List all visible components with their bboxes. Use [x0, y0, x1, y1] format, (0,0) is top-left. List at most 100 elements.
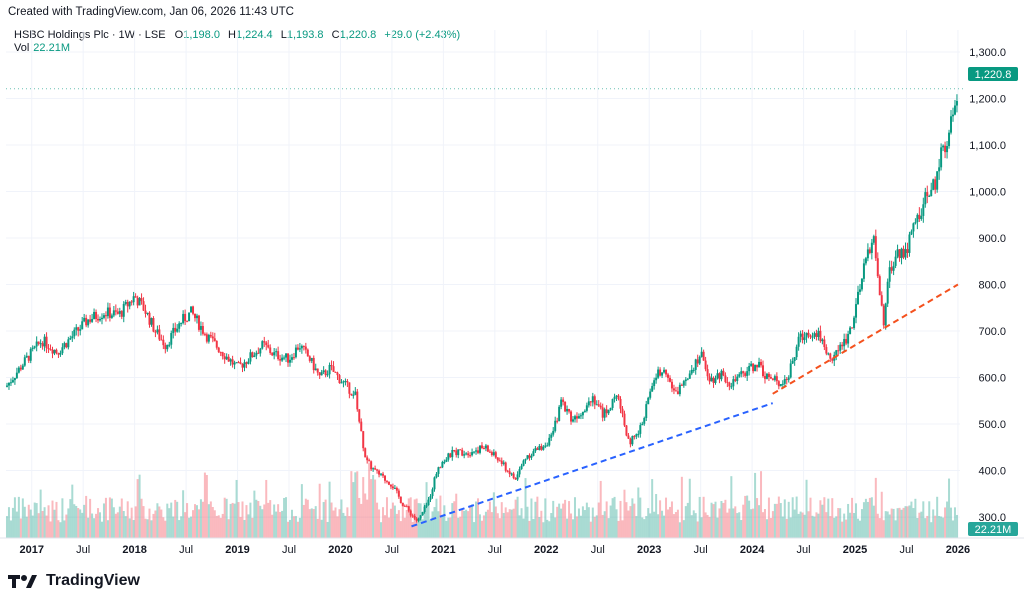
- candle-body: [712, 377, 715, 383]
- candle-body: [279, 359, 282, 361]
- candle-body: [435, 473, 438, 478]
- volume-bar: [896, 508, 899, 538]
- candle-body: [453, 450, 456, 452]
- candle-body: [144, 310, 147, 314]
- volume-bar: [637, 487, 640, 538]
- x-tick-label: 2023: [637, 544, 661, 556]
- candle-body: [665, 369, 668, 375]
- volume-bar: [172, 516, 175, 538]
- candle-body: [740, 371, 743, 375]
- candle-body: [692, 369, 695, 371]
- volume-bar: [702, 496, 705, 538]
- candle-body: [512, 473, 515, 479]
- volume-bar: [328, 481, 331, 538]
- price-axis[interactable]: 1,300.0 1,200.0 1,100.0 1,000.0 900.0 800.0 70…: [969, 47, 1006, 524]
- candle-body: [132, 296, 135, 303]
- volume-bar: [467, 511, 470, 538]
- volume-bar: [290, 509, 293, 538]
- volume-bar: [779, 503, 782, 538]
- volume-value: 22.21M: [33, 42, 70, 54]
- volume-bar: [928, 501, 931, 538]
- volume-bar: [247, 514, 250, 538]
- candle-body: [690, 369, 693, 374]
- volume-bar: [494, 506, 497, 538]
- candle-body: [292, 357, 295, 359]
- volume-bar: [955, 514, 958, 538]
- candle-body: [67, 339, 70, 348]
- candle-body: [164, 345, 167, 350]
- volume-bar: [207, 504, 210, 538]
- candle-body: [178, 323, 181, 329]
- volume-bar: [573, 497, 576, 538]
- volume-bar: [819, 500, 822, 538]
- volume-bar: [136, 479, 139, 538]
- candle-body: [823, 339, 826, 348]
- volume-bar: [251, 517, 254, 538]
- candle-body: [714, 378, 717, 383]
- volume-bar: [680, 476, 683, 538]
- volume-bar: [33, 502, 36, 538]
- volume-bar: [951, 520, 954, 538]
- candle-body: [779, 384, 782, 387]
- volume-bar: [708, 516, 711, 538]
- candle-body: [108, 307, 111, 318]
- candle-body: [316, 368, 319, 373]
- candle-body: [55, 349, 58, 353]
- volume-bar: [203, 472, 206, 538]
- candle-body: [243, 362, 246, 368]
- last-price-badge: [968, 67, 1018, 81]
- trendlines[interactable]: [6, 88, 966, 528]
- volume-bar: [419, 503, 422, 538]
- candle-body: [546, 445, 549, 447]
- x-tick-label: 2025: [843, 544, 867, 556]
- candle-body: [595, 404, 598, 406]
- x-tick-label: 2017: [19, 544, 43, 556]
- candle-body: [950, 116, 953, 133]
- candle-body: [544, 445, 547, 447]
- candle-body: [684, 379, 687, 382]
- volume-bar: [950, 507, 953, 538]
- volume-bar: [182, 490, 185, 538]
- tradingview-logo[interactable]: TradingView: [8, 572, 140, 590]
- volume-bar: [188, 517, 191, 538]
- volume-bar: [866, 501, 869, 538]
- candle-body: [449, 453, 452, 458]
- candle-body: [542, 446, 545, 450]
- candle-body: [581, 411, 584, 416]
- volume-bar: [554, 517, 557, 538]
- volume-bar: [465, 509, 468, 538]
- volume-bar: [546, 519, 549, 538]
- candle-body: [599, 405, 602, 408]
- volume-bar: [908, 505, 911, 538]
- candle-body: [700, 351, 703, 357]
- volume-bar: [326, 521, 329, 538]
- candle-body: [31, 347, 34, 349]
- candle-body: [65, 343, 68, 348]
- candle-body: [538, 446, 541, 450]
- candle-body: [285, 353, 288, 358]
- volume-bar: [603, 511, 606, 538]
- volume-bar: [676, 509, 679, 538]
- time-axis[interactable]: 2017 Jul 2018 Jul 2019 Jul 2020 Jul 2021 Jul 2022 J…: [0, 537, 1024, 556]
- candle-body: [730, 386, 733, 388]
- candle-body: [492, 452, 495, 456]
- volume-bar: [492, 492, 495, 538]
- volume-bar: [265, 479, 268, 538]
- candle-body: [938, 167, 941, 172]
- volume-bar: [114, 513, 117, 538]
- volume-bar: [455, 493, 458, 538]
- candle-body: [176, 328, 179, 332]
- volume-bar: [271, 514, 274, 538]
- volume-bar: [427, 505, 430, 538]
- volume-bar: [892, 508, 895, 538]
- candle-body: [79, 329, 82, 331]
- volume-bar: [332, 510, 335, 538]
- volume-bar: [688, 478, 691, 538]
- volume-bar: [900, 509, 903, 538]
- candle-body: [726, 381, 729, 383]
- volume-bar: [324, 499, 327, 538]
- volume-bar: [663, 515, 666, 538]
- candle-body: [672, 388, 675, 391]
- symbol-name[interactable]: HSBC Holdings Plc · 1W · LSE: [14, 29, 166, 41]
